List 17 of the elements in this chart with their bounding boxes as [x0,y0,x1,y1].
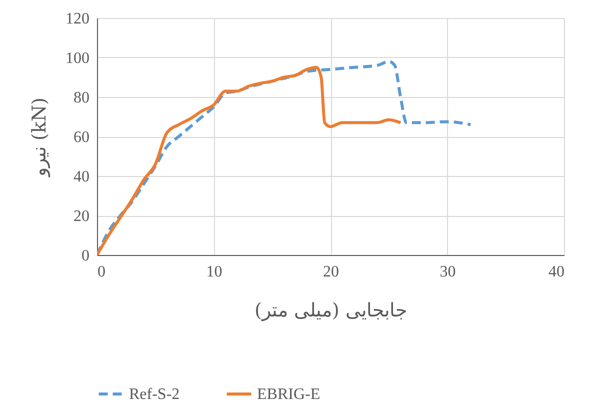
x-tick-label: 20 [323,264,339,280]
y-tick-label: 100 [66,50,90,67]
line-series [97,66,402,255]
y-tick-label: 80 [74,90,90,106]
x-tick-label: 30 [440,264,456,280]
legend-label: Ref-S-2 [129,386,180,403]
x-tick-label: 10 [206,264,222,280]
y-tick-label: 60 [74,129,90,146]
y-tick-label: 120 [66,10,90,28]
legend-label: EBRIG-E [257,386,320,403]
y-axis-title: نیرو (kN) [28,97,50,178]
y-tick-label: 40 [74,168,90,186]
x-axis-title: جابجایی (میلی متر) [254,300,408,322]
x-tick-label: 0 [98,264,106,280]
y-tick-label: 20 [74,208,90,225]
y-tick-label: 0 [82,248,90,264]
x-tick-label: 40 [548,264,564,280]
